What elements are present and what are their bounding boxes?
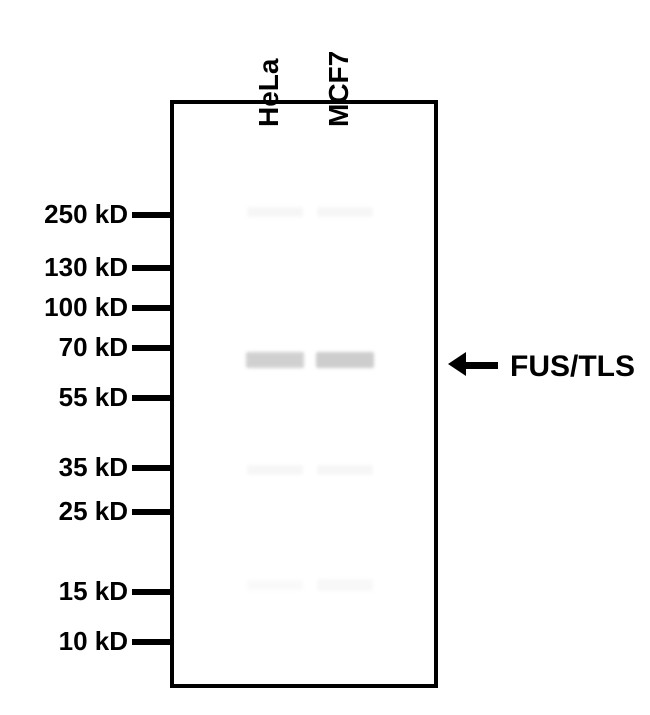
mw-tick-1 — [132, 265, 170, 271]
blot-band-4 — [247, 465, 303, 475]
mw-tick-2 — [132, 305, 170, 311]
mw-tick-6 — [132, 509, 170, 515]
mw-label-6: 25 kD — [59, 496, 128, 527]
mw-tick-4 — [132, 395, 170, 401]
mw-label-5: 35 kD — [59, 452, 128, 483]
blot-band-6 — [247, 580, 303, 590]
blot-band-3 — [317, 207, 373, 217]
blot-band-2 — [247, 207, 303, 217]
western-blot-figure: HeLa MCF7 250 kD 130 kD 100 kD 70 kD 55 kD 35 … — [0, 0, 650, 715]
lane-label-0: HeLa — [253, 59, 285, 127]
lane-label-1: MCF7 — [323, 51, 355, 127]
target-arrow-shaft — [464, 362, 498, 369]
mw-label-4: 55 kD — [59, 382, 128, 413]
mw-label-7: 15 kD — [59, 576, 128, 607]
mw-label-3: 70 kD — [59, 332, 128, 363]
mw-label-1: 130 kD — [44, 252, 128, 283]
mw-label-2: 100 kD — [44, 292, 128, 323]
mw-tick-7 — [132, 589, 170, 595]
target-arrow-head — [448, 352, 466, 376]
mw-tick-0 — [132, 212, 170, 218]
blot-band-5 — [317, 465, 373, 475]
mw-tick-8 — [132, 639, 170, 645]
blot-band-0 — [246, 352, 304, 368]
mw-tick-5 — [132, 465, 170, 471]
target-protein-label: FUS/TLS — [510, 350, 635, 384]
blot-band-1 — [316, 352, 374, 368]
mw-label-8: 10 kD — [59, 626, 128, 657]
mw-tick-3 — [132, 345, 170, 351]
mw-label-0: 250 kD — [44, 199, 128, 230]
blot-membrane-border — [170, 100, 438, 688]
blot-band-7 — [317, 579, 373, 591]
